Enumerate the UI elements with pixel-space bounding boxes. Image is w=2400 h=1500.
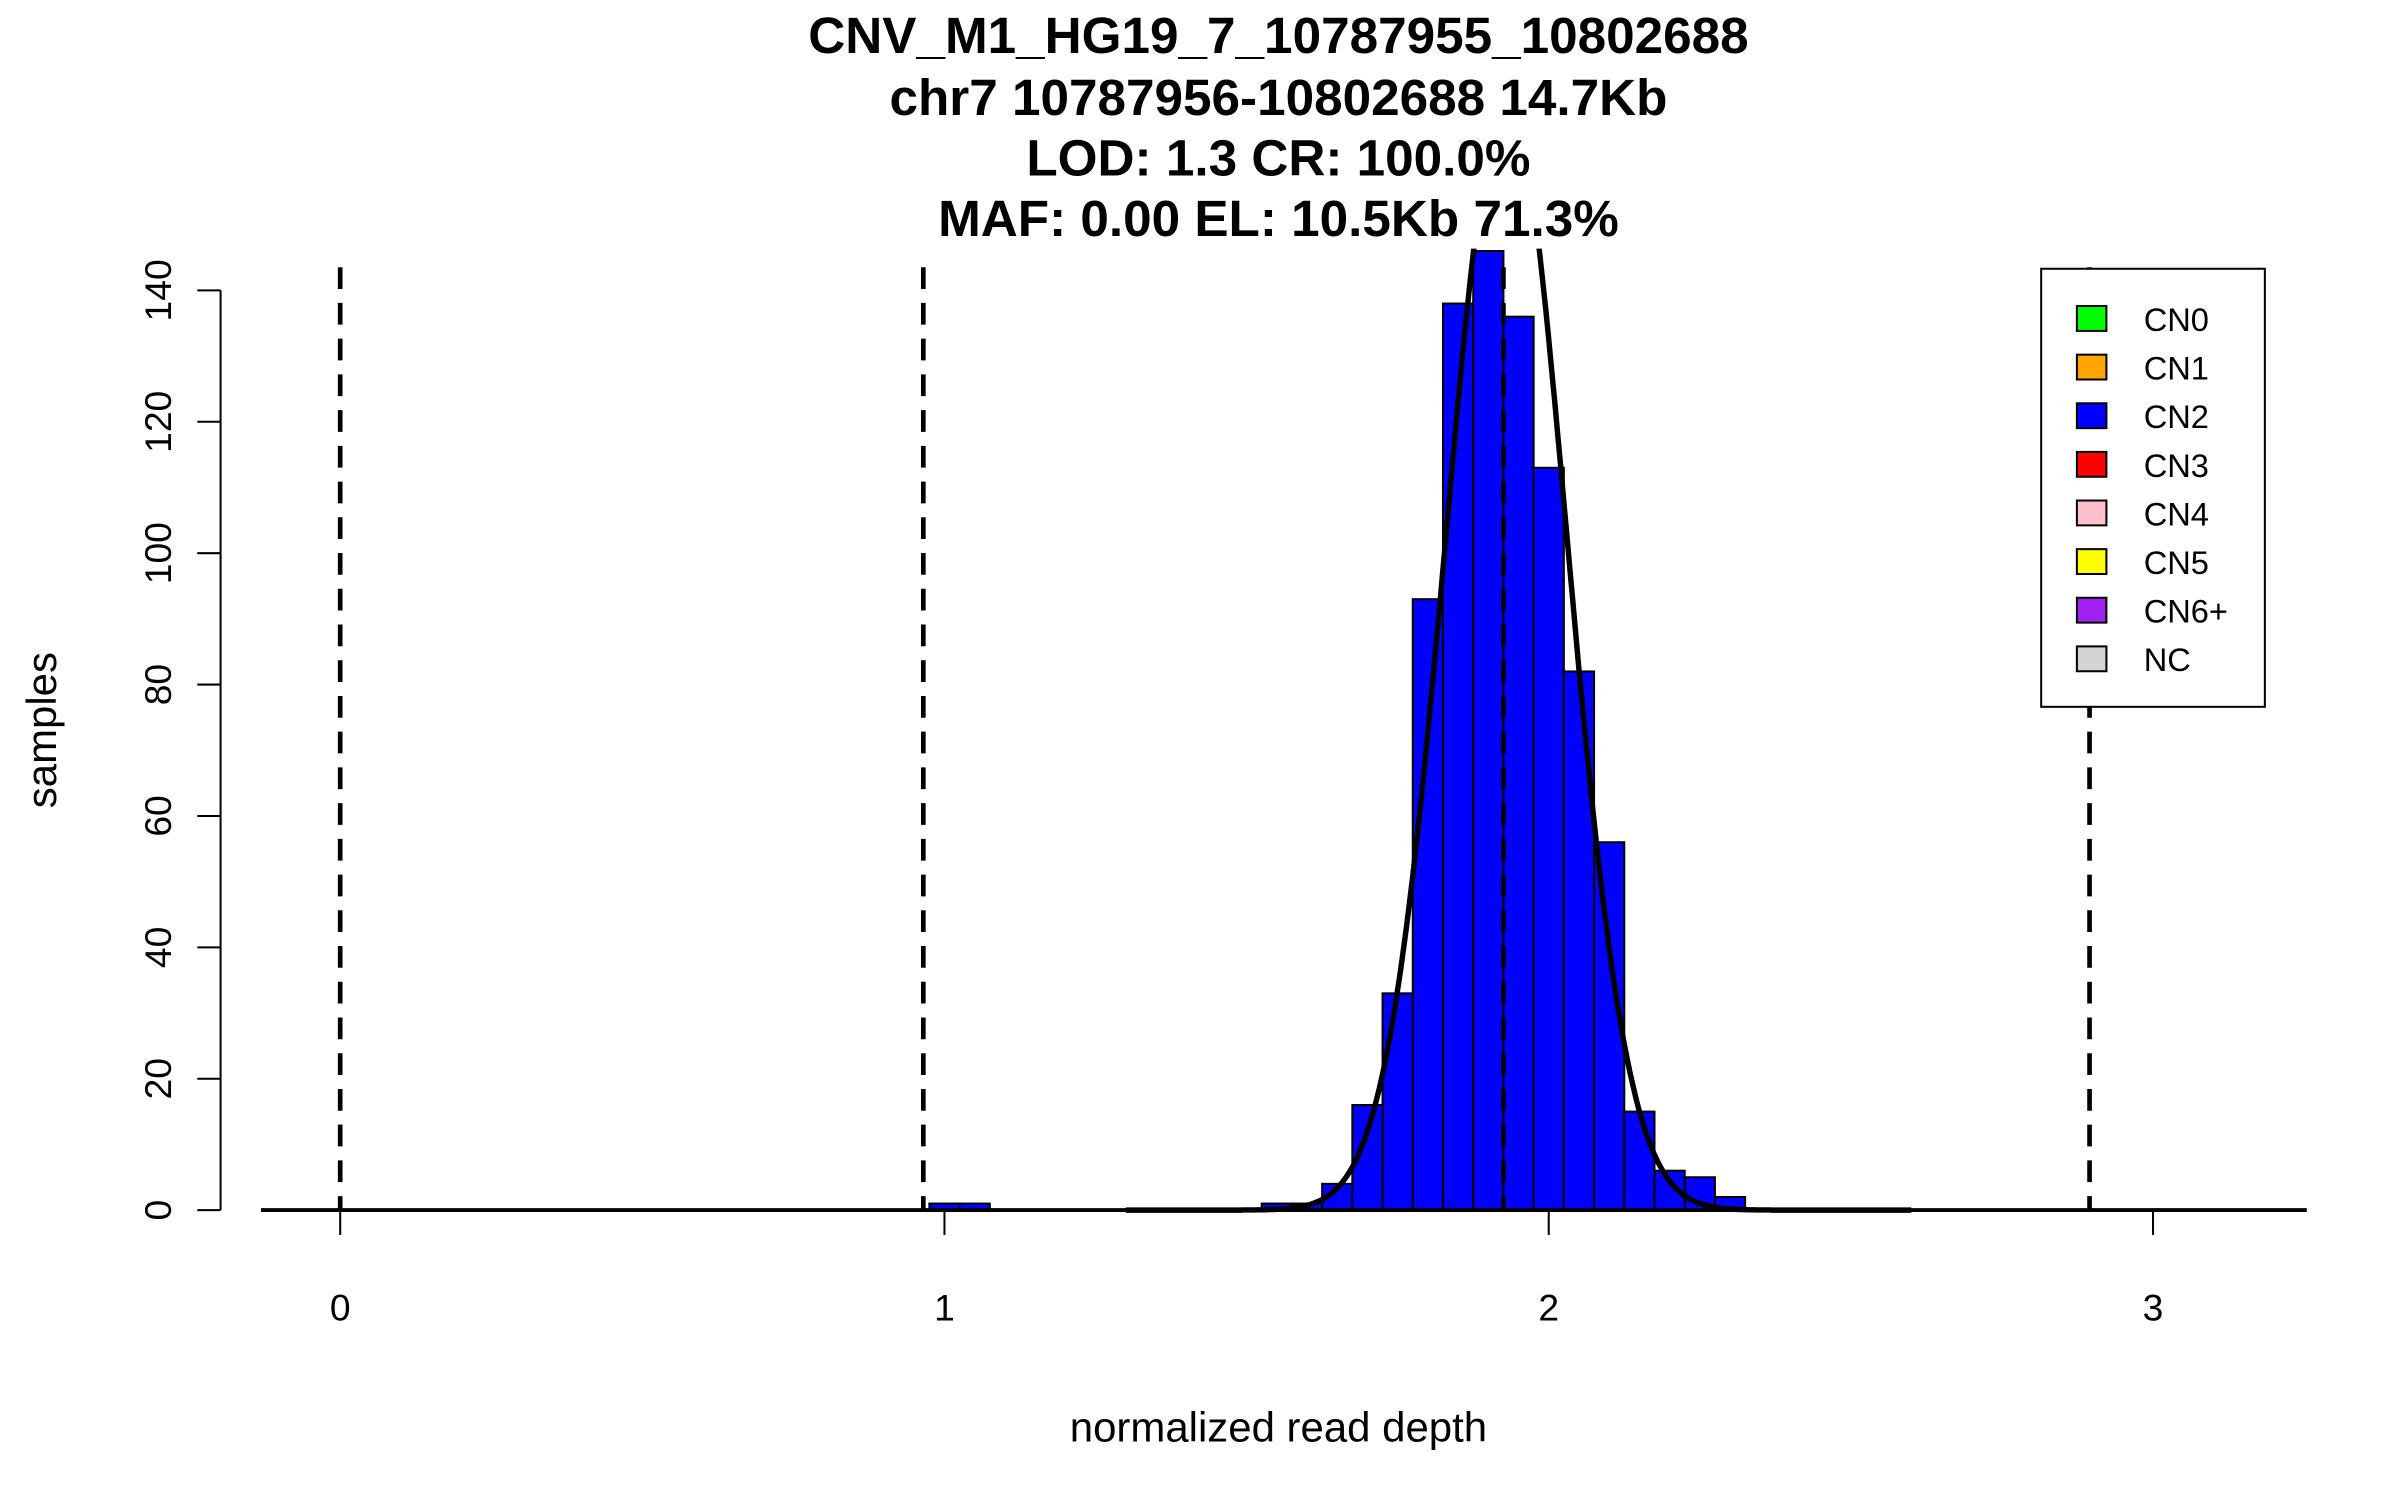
legend-label: CN2 bbox=[2144, 398, 2209, 435]
y-tick-label: 100 bbox=[137, 522, 179, 584]
title-line-4: MAF: 0.00 EL: 10.5Kb 71.3% bbox=[938, 190, 1619, 247]
legend-swatch bbox=[2075, 450, 2108, 478]
y-axis-label: samples bbox=[18, 652, 65, 808]
y-tick-label: 20 bbox=[137, 1058, 179, 1099]
legend-swatch bbox=[2075, 645, 2108, 673]
legend-swatch bbox=[2075, 305, 2108, 332]
x-tick-label: 2 bbox=[1538, 1286, 1559, 1328]
legend-box bbox=[2040, 267, 2266, 708]
x-axis-label: normalized read depth bbox=[1070, 1404, 1487, 1451]
y-tick-label: 140 bbox=[137, 259, 179, 321]
legend-label: CN0 bbox=[2144, 301, 2209, 338]
histogram-bar bbox=[1502, 315, 1535, 1212]
y-tick-label: 60 bbox=[137, 795, 179, 836]
legend-label: NC bbox=[2144, 641, 2191, 678]
title-line-2: chr7 10787956-10802688 14.7Kb bbox=[889, 69, 1667, 126]
y-tick-label: 0 bbox=[137, 1200, 179, 1221]
histogram-bar bbox=[1472, 249, 1505, 1212]
legend-swatch bbox=[2075, 596, 2108, 624]
legend-swatch bbox=[2075, 548, 2108, 576]
histogram-bar bbox=[1441, 302, 1475, 1212]
x-tick-label: 0 bbox=[330, 1286, 351, 1328]
legend: CN0 CN1 CN2 CN3 CN4 CN5 CN6+ NC bbox=[2040, 267, 2266, 708]
title-line-1: CNV_M1_HG19_7_10787955_10802688 bbox=[808, 7, 1748, 64]
legend-label: CN6+ bbox=[2144, 593, 2228, 630]
legend-label: CN3 bbox=[2144, 447, 2209, 484]
histogram-bar bbox=[1411, 598, 1444, 1212]
legend-label: CN5 bbox=[2144, 544, 2209, 581]
title-line-3: LOD: 1.3 CR: 100.0% bbox=[1026, 130, 1530, 187]
y-tick-label: 40 bbox=[137, 927, 179, 968]
histogram-bar bbox=[1532, 466, 1565, 1212]
x-tick-label: 1 bbox=[934, 1286, 955, 1328]
legend-swatch bbox=[2075, 402, 2108, 430]
fit-curve bbox=[1125, 248, 1912, 1213]
histogram-bar bbox=[1593, 841, 1626, 1212]
legend-label: CN1 bbox=[2144, 350, 2209, 387]
histogram-bar bbox=[1623, 1110, 1656, 1212]
legend-swatch bbox=[2075, 499, 2108, 527]
histogram-bar bbox=[1381, 992, 1414, 1212]
chart-title: CNV_M1_HG19_7_10787955_10802688 chr7 107… bbox=[808, 7, 1748, 247]
y-tick-label: 120 bbox=[137, 391, 179, 453]
legend-label: CN4 bbox=[2144, 495, 2209, 532]
legend-swatch bbox=[2075, 353, 2108, 381]
x-tick-label: 3 bbox=[2143, 1286, 2164, 1328]
y-tick-label: 80 bbox=[137, 664, 179, 705]
